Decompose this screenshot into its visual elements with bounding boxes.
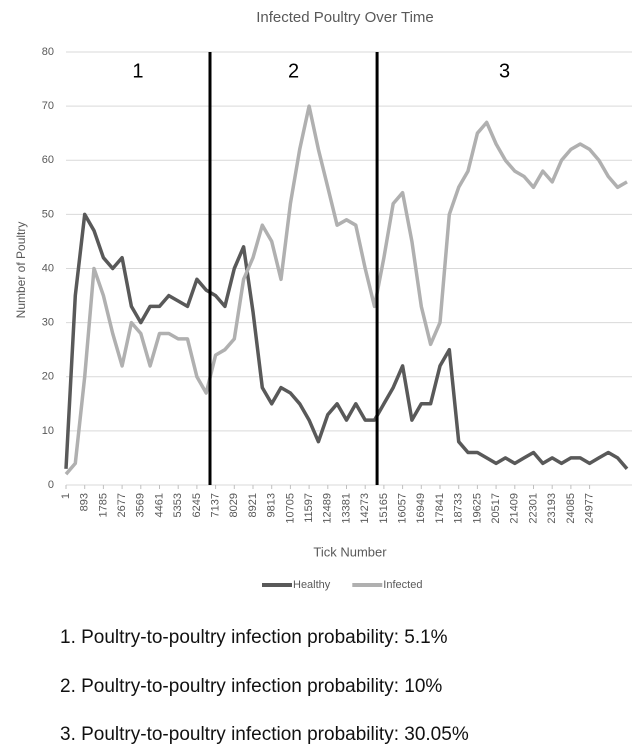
- x-tick-label: 8029: [228, 493, 240, 517]
- x-tick-label: 13381: [340, 493, 352, 524]
- x-tick-label: 893: [79, 493, 91, 511]
- y-tick-label: 20: [42, 371, 54, 383]
- x-tick-label: 1: [60, 493, 72, 499]
- x-tick-label: 24085: [565, 493, 577, 524]
- series-line: [64, 212, 629, 470]
- region-label: 2: [288, 60, 299, 82]
- chart-title: Infected Poultry Over Time: [256, 9, 434, 26]
- x-tick-label: 4461: [153, 493, 165, 517]
- x-tick-label: 3569: [135, 493, 147, 517]
- x-tick-label: 15165: [378, 493, 390, 524]
- y-axis-label: Number of Poultry: [14, 222, 28, 319]
- caption: 2. Poultry-to-poultry infection probabil…: [60, 676, 442, 697]
- region-label: 3: [499, 60, 510, 82]
- y-tick-label: 30: [42, 317, 54, 329]
- x-tick-label: 23193: [546, 493, 558, 524]
- y-tick-label: 70: [42, 100, 54, 112]
- x-tick-label: 11597: [303, 493, 315, 523]
- x-tick-label: 1785: [97, 493, 109, 517]
- x-tick-label: 22301: [527, 493, 539, 524]
- x-tick-label: 18733: [453, 493, 465, 524]
- caption: 3. Poultry-to-poultry infection probabil…: [60, 724, 469, 745]
- x-tick-label: 5353: [172, 493, 184, 517]
- series-line: [64, 104, 628, 476]
- y-tick-label: 40: [42, 262, 54, 274]
- caption: 1. Poultry-to-poultry infection probabil…: [60, 627, 448, 648]
- x-axis-label: Tick Number: [313, 544, 387, 559]
- x-tick-label: 2677: [116, 493, 128, 517]
- x-tick-label: 16057: [397, 493, 409, 524]
- y-tick-label: 50: [42, 208, 54, 220]
- x-tick-label: 6245: [191, 493, 203, 517]
- x-tick-label: 9813: [266, 493, 278, 517]
- x-tick-label: 16949: [415, 493, 427, 524]
- y-tick-label: 10: [42, 425, 54, 437]
- x-tick-label: 20517: [490, 493, 502, 524]
- x-tick-label: 19625: [471, 493, 483, 524]
- legend-label: Infected: [383, 579, 422, 591]
- y-tick-label: 60: [42, 154, 54, 166]
- x-tick-label: 8921: [247, 493, 259, 517]
- x-tick-label: 12489: [322, 493, 334, 524]
- x-tick-label: 24977: [583, 493, 595, 524]
- x-tick-label: 14273: [359, 493, 371, 524]
- y-tick-label: 80: [42, 46, 54, 58]
- region-label: 1: [132, 60, 143, 82]
- x-tick-label: 17841: [434, 493, 446, 524]
- x-tick-label: 7137: [210, 493, 222, 517]
- y-tick-label: 0: [48, 479, 54, 491]
- x-tick-label: 21409: [509, 493, 521, 524]
- legend-label: Healthy: [293, 579, 331, 591]
- x-tick-label: 10705: [284, 493, 296, 524]
